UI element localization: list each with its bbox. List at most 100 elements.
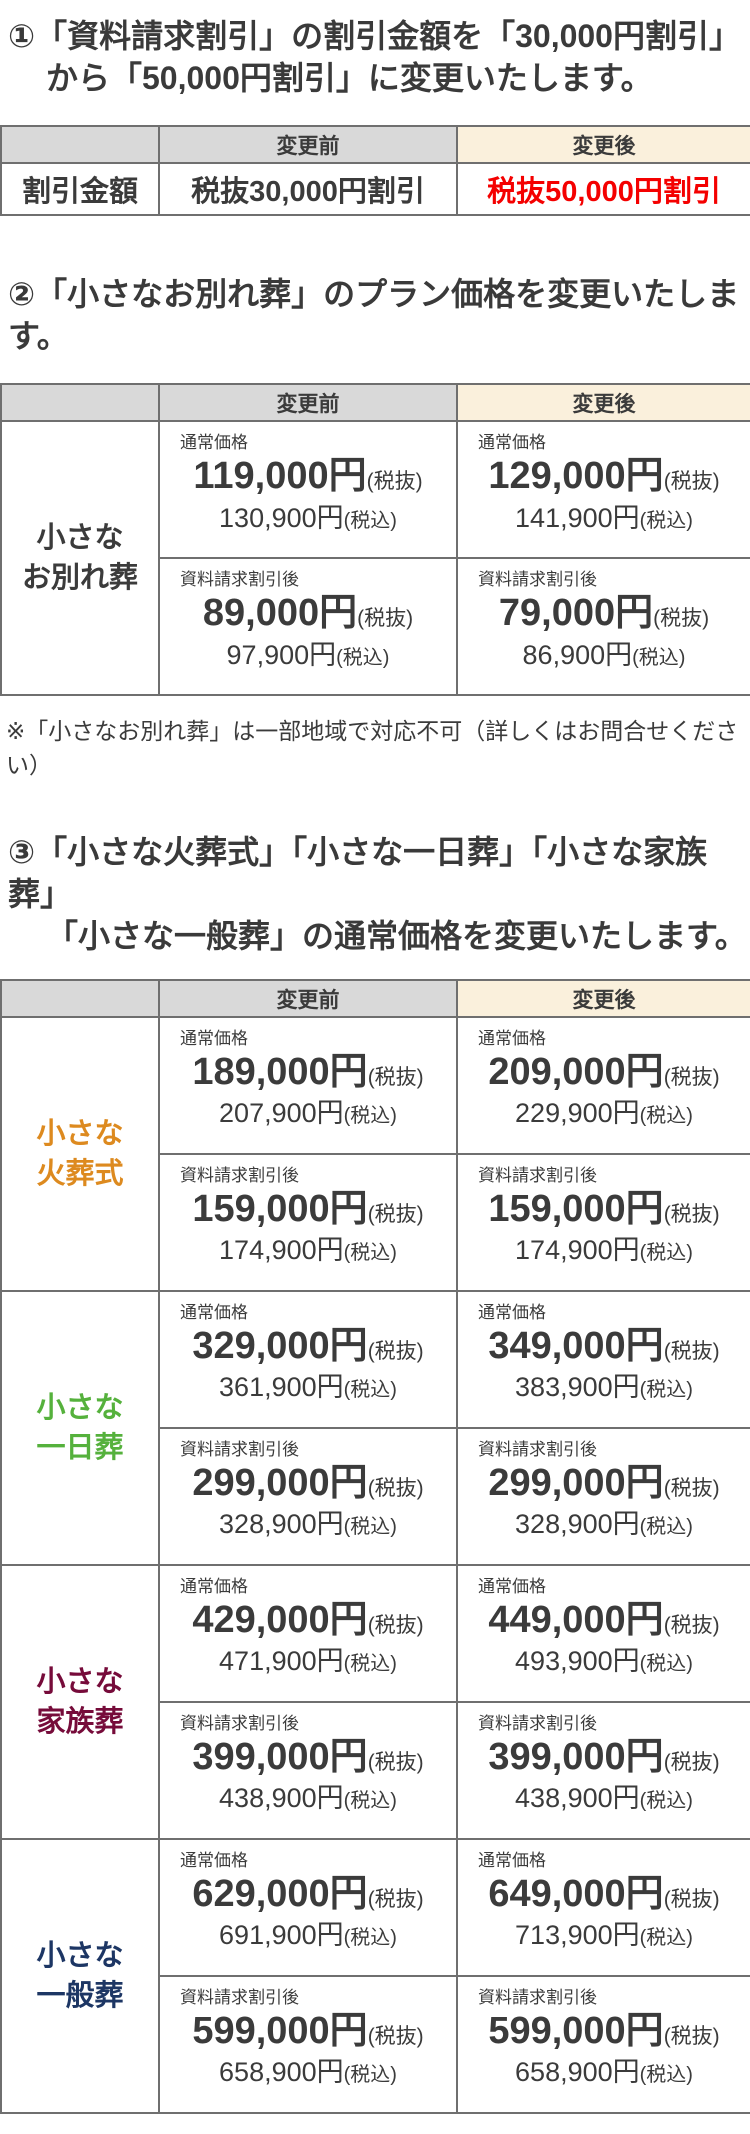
- price-excl-tax: 629,000円: [192, 1872, 368, 1915]
- incl-note: (税込): [343, 2064, 397, 2087]
- price-incl-line: 86,900円(税込): [464, 639, 744, 671]
- price-excl-line: 119,000円(税抜): [166, 454, 450, 498]
- price-cell-kazokuso-normal-after: 通常価格 449,000円(税抜) 493,900円(税込): [456, 1564, 750, 1704]
- price-excl-tax: 189,000円: [192, 1050, 368, 1093]
- price-type-label: 通常価格: [180, 433, 248, 453]
- col-header-after: 変更後: [456, 383, 750, 423]
- section3-heading-line2: 「小さな一般葬」の通常価格を変更いたします。: [46, 917, 747, 954]
- price-type-label: 通常価格: [478, 1303, 546, 1323]
- price-excl-tax: 599,000円: [488, 2009, 664, 2052]
- price-cell-ichinichiso-discount-after: 資料請求割引後 299,000円(税抜) 328,900円(税込): [456, 1427, 750, 1567]
- price-incl-line: 174,900円(税込): [166, 1234, 450, 1266]
- price-excl-line: 399,000円(税抜): [166, 1736, 450, 1779]
- price-excl-tax: 159,000円: [192, 1187, 368, 1230]
- section1-heading-line2: から「50,000円割引」に変更いたします。: [46, 59, 653, 96]
- table-row: 資料請求割引後 159,000円(税抜) 174,900円(税込) 資料請求割引…: [1, 1153, 750, 1293]
- tax-note: (税抜): [663, 1613, 720, 1637]
- incl-note: (税込): [343, 1242, 397, 1265]
- price-excl-tax: 449,000円: [488, 1598, 664, 1641]
- table-header-row: 変更前 変更後: [0, 125, 750, 165]
- price-incl-line: 383,900円(税込): [464, 1371, 744, 1403]
- tax-note: (税抜): [357, 606, 414, 630]
- section2-heading: ②「小さなお別れ葬」のプラン価格を変更いたします。: [0, 274, 750, 357]
- price-type-label: 資料請求割引後: [180, 1440, 299, 1460]
- discount-amount-table: 変更前 変更後 割引金額 税抜30,000円割引 税抜50,000円割引: [0, 125, 750, 217]
- price-incl-tax: 174,900円: [219, 1235, 344, 1266]
- tax-note: (税抜): [367, 1065, 424, 1089]
- price-type-label: 資料請求割引後: [478, 1988, 597, 2008]
- price-type-label: 資料請求割引後: [180, 570, 299, 590]
- price-cell-kasoshiki-normal-before: 通常価格 189,000円(税抜) 207,900円(税込): [158, 1016, 458, 1156]
- tax-note: (税抜): [663, 469, 720, 493]
- incl-note: (税込): [343, 509, 397, 532]
- price-incl-tax: 383,900円: [515, 1372, 640, 1403]
- price-incl-tax: 229,900円: [515, 1098, 640, 1129]
- price-type-label: 資料請求割引後: [180, 1714, 299, 1734]
- incl-note: (税込): [343, 1105, 397, 1128]
- price-excl-line: 329,000円(税抜): [166, 1324, 450, 1368]
- table-row: 小さな 火葬式 通常価格 189,000円(税抜) 207,900円(税込) 通…: [0, 1016, 750, 1293]
- incl-note: (税込): [639, 1790, 693, 1813]
- price-type-label: 通常価格: [478, 1577, 546, 1597]
- price-excl-tax: 159,000円: [488, 1187, 664, 1230]
- price-incl-tax: 207,900円: [219, 1098, 344, 1129]
- price-excl-tax: 399,000円: [488, 1735, 664, 1778]
- incl-note: (税込): [639, 1379, 693, 1402]
- col-header-after: 変更後: [456, 979, 750, 1019]
- price-excl-tax: 119,000円: [193, 454, 367, 497]
- table-header-row: 変更前 変更後: [0, 383, 750, 423]
- plan-name-line: 小さな: [36, 1118, 124, 1151]
- plan-name-line: 小さな: [36, 1666, 124, 1699]
- incl-note: (税込): [639, 1927, 693, 1950]
- price-incl-tax: 328,900円: [515, 1509, 640, 1540]
- price-excl-tax: 329,000円: [192, 1324, 368, 1367]
- price-type-label: 資料請求割引後: [180, 1988, 299, 2008]
- price-excl-line: 159,000円(税抜): [166, 1187, 450, 1231]
- price-incl-tax: 438,900円: [515, 1783, 640, 1814]
- price-incl-tax: 86,900円: [522, 639, 633, 670]
- incl-note: (税込): [632, 646, 686, 669]
- plan-name-line: 小さな: [36, 1392, 124, 1425]
- incl-note: (税込): [639, 1653, 693, 1676]
- price-excl-line: 299,000円(税抜): [166, 1462, 450, 1505]
- table-row: 資料請求割引後 299,000円(税抜) 328,900円(税込) 資料請求割引…: [1, 1427, 750, 1567]
- discount-after-value: 税抜50,000円割引: [456, 162, 750, 217]
- incl-note: (税込): [639, 2064, 693, 2087]
- section3-heading: ③「小さな火葬式」「小さな一日葬」「小さな家族葬」 「小さな一般葬」の通常価格を…: [0, 832, 750, 957]
- plan-name-line: 火葬式: [36, 1158, 124, 1191]
- price-excl-line: 129,000円(税抜): [464, 455, 744, 498]
- plan-name-line: 小さな: [36, 522, 124, 555]
- price-type-label: 通常価格: [478, 1851, 546, 1871]
- price-cell-owakareso-discount-before: 資料請求割引後 89,000円(税抜) 97,900円(税込): [158, 557, 458, 697]
- price-incl-tax: 130,900円: [219, 502, 344, 533]
- price-cell-ippanso-normal-after: 通常価格 649,000円(税抜) 713,900円(税込): [456, 1838, 750, 1978]
- price-excl-line: 649,000円(税抜): [464, 1872, 744, 1916]
- plan-name-kasoshiki: 小さな 火葬式: [0, 1016, 160, 1293]
- incl-note: (税込): [639, 509, 693, 532]
- col-header-before: 変更前: [158, 383, 458, 423]
- tax-note: (税抜): [663, 1339, 720, 1363]
- price-cell-ichinichiso-discount-before: 資料請求割引後 299,000円(税抜) 328,900円(税込): [158, 1427, 458, 1567]
- section1-heading-line1: ①「資料請求割引」の割引金額を「30,000円割引」: [8, 18, 741, 54]
- price-incl-tax: 141,900円: [515, 502, 640, 533]
- price-incl-line: 97,900円(税込): [166, 639, 450, 671]
- price-incl-tax: 328,900円: [219, 1509, 344, 1540]
- price-incl-tax: 438,900円: [219, 1783, 344, 1814]
- price-cell-kazokuso-discount-before: 資料請求割引後 399,000円(税抜) 438,900円(税込): [158, 1701, 458, 1841]
- section2-heading-line1: ②「小さなお別れ葬」のプラン価格を変更いたします。: [8, 276, 740, 354]
- price-excl-line: 629,000円(税抜): [166, 1872, 450, 1916]
- tax-note: (税抜): [367, 1750, 424, 1774]
- price-excl-line: 599,000円(税抜): [464, 2009, 744, 2053]
- tax-note: (税抜): [367, 1613, 424, 1637]
- corner-cell: [0, 125, 160, 165]
- plan-name-kazokuso: 小さな 家族葬: [0, 1564, 160, 1841]
- tax-note: (税抜): [367, 1476, 424, 1500]
- price-excl-tax: 649,000円: [488, 1872, 664, 1915]
- price-cell-ippanso-discount-after: 資料請求割引後 599,000円(税抜) 658,900円(税込): [456, 1975, 750, 2115]
- incl-note: (税込): [343, 1379, 397, 1402]
- incl-note: (税込): [639, 1516, 693, 1539]
- price-excl-line: 189,000円(税抜): [166, 1050, 450, 1094]
- price-excl-tax: 79,000円: [498, 591, 654, 634]
- price-type-label: 通常価格: [180, 1029, 248, 1049]
